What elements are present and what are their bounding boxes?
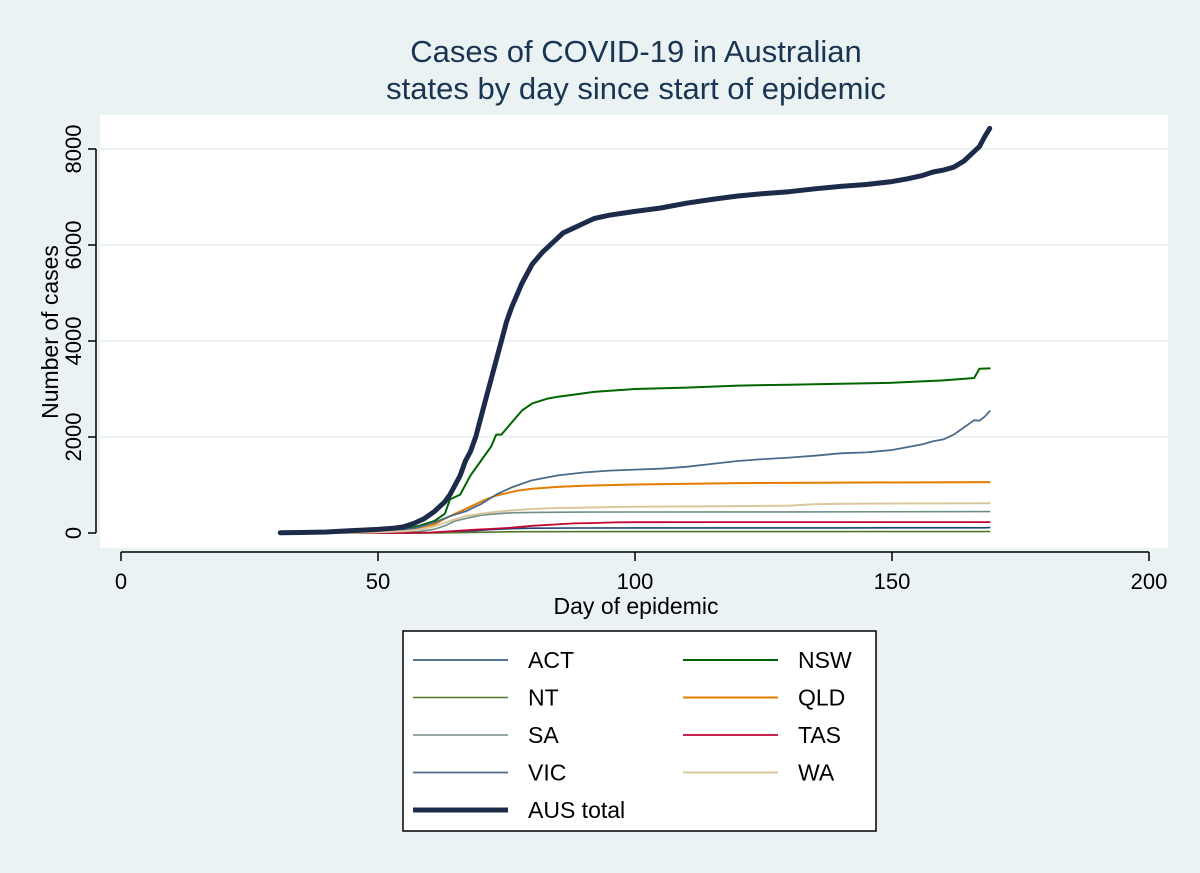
- chart-title-line-2: states by day since start of epidemic: [386, 71, 886, 106]
- plot-area: [100, 115, 1168, 548]
- y-tick-label-2000: 2000: [61, 413, 86, 462]
- y-tick-label-6000: 6000: [61, 221, 86, 270]
- x-axis-label: Day of epidemic: [554, 593, 719, 619]
- y-axis-label: Number of cases: [37, 245, 63, 419]
- y-tick-label-4000: 4000: [61, 317, 86, 366]
- y-tick-label-8000: 8000: [61, 125, 86, 174]
- legend-label-act: ACT: [528, 647, 574, 673]
- y-tick-label-0: 0: [61, 527, 86, 539]
- legend-label-aus-total: AUS total: [528, 797, 625, 823]
- series-line-aus-total: [277, 125, 993, 536]
- series-line-nsw: [279, 367, 991, 534]
- series-lines: [277, 125, 993, 536]
- x-tick-label-50: 50: [366, 569, 390, 594]
- legend-label-nt: NT: [528, 685, 559, 711]
- legend-label-sa: SA: [528, 722, 559, 748]
- legend-label-wa: WA: [798, 760, 835, 786]
- gridlines: [100, 148, 1168, 438]
- legend-label-vic: VIC: [528, 760, 566, 786]
- x-tick-label-0: 0: [115, 569, 127, 594]
- legend-label-nsw: NSW: [798, 647, 852, 673]
- legend: ACT NSW NT QLD SA TAS VIC WA AUS total: [413, 647, 852, 823]
- legend-label-tas: TAS: [798, 722, 841, 748]
- legend-label-qld: QLD: [798, 685, 845, 711]
- chart-title-line-1: Cases of COVID-19 in Australian: [410, 34, 861, 69]
- x-tick-label-200: 200: [1131, 569, 1168, 594]
- x-tick-label-150: 150: [874, 569, 911, 594]
- series-line-vic: [279, 410, 991, 534]
- x-tick-label-100: 100: [617, 569, 654, 594]
- legend-box: [402, 630, 877, 832]
- series-line-wa: [279, 502, 991, 534]
- series-line-tas: [279, 521, 991, 534]
